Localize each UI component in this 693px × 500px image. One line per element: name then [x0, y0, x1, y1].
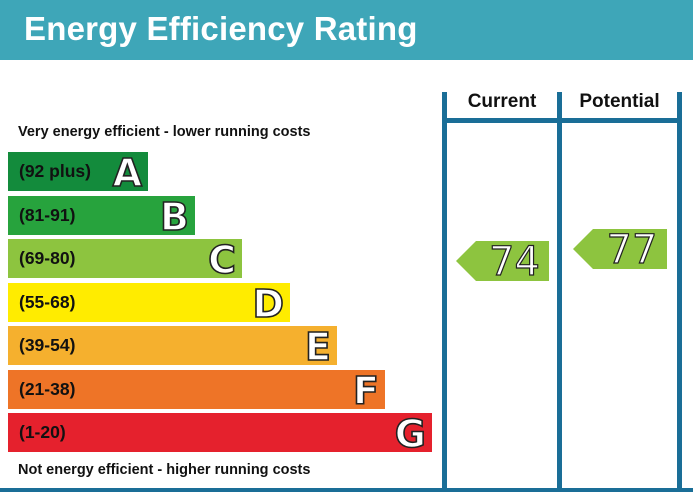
- band-a: (92 plus) A: [8, 150, 148, 196]
- chart-bottom-rule: [0, 488, 693, 492]
- band-range-label: (69-80): [19, 248, 76, 268]
- current-column-header: Current: [467, 91, 537, 112]
- band-e: (39-54) E: [8, 324, 337, 370]
- bottom-caption: Not energy efficient - higher running co…: [18, 462, 311, 478]
- band-range-label: (81-91): [19, 205, 76, 225]
- top-caption: Very energy efficient - lower running co…: [18, 124, 311, 140]
- potential-column-right-border: [677, 92, 682, 488]
- band-range-label: (1-20): [19, 422, 66, 442]
- band-f: (21-38) F: [8, 368, 385, 414]
- current-rating-arrow-shape: [456, 241, 549, 281]
- header-bar: Energy Efficiency Rating: [0, 0, 693, 60]
- band-letter: A: [112, 150, 143, 196]
- band-g: (1-20) G: [8, 411, 432, 457]
- band-letter: G: [394, 411, 427, 457]
- page-title: Energy Efficiency Rating: [24, 10, 418, 47]
- current-rating-arrow: 74: [456, 238, 549, 286]
- current-column-left-border: [442, 92, 447, 488]
- band-range-label: (55-68): [19, 292, 76, 312]
- potential-rating-arrow: 77: [573, 226, 667, 274]
- band-b: (81-91) B: [8, 194, 195, 240]
- potential-column-header: Potential: [579, 91, 660, 112]
- band-letter: C: [207, 237, 236, 283]
- band-letter: F: [352, 368, 380, 414]
- band-letter: D: [252, 281, 285, 327]
- column-header-divider: [442, 118, 682, 123]
- band-range-label: (39-54): [19, 335, 76, 355]
- band-d: (55-68) D: [8, 281, 290, 327]
- potential-rating-arrow-shape: [573, 229, 667, 269]
- band-letter: B: [159, 194, 190, 240]
- band-letter: E: [304, 324, 332, 370]
- band-c: (69-80) C: [8, 237, 242, 283]
- band-range-label: (21-38): [19, 379, 76, 399]
- band-range-label: (92 plus): [19, 161, 91, 181]
- current-rating-arrow-value: 74: [489, 239, 540, 285]
- potential-rating-arrow-value: 77: [607, 227, 658, 273]
- current-column-right-border: [557, 92, 562, 488]
